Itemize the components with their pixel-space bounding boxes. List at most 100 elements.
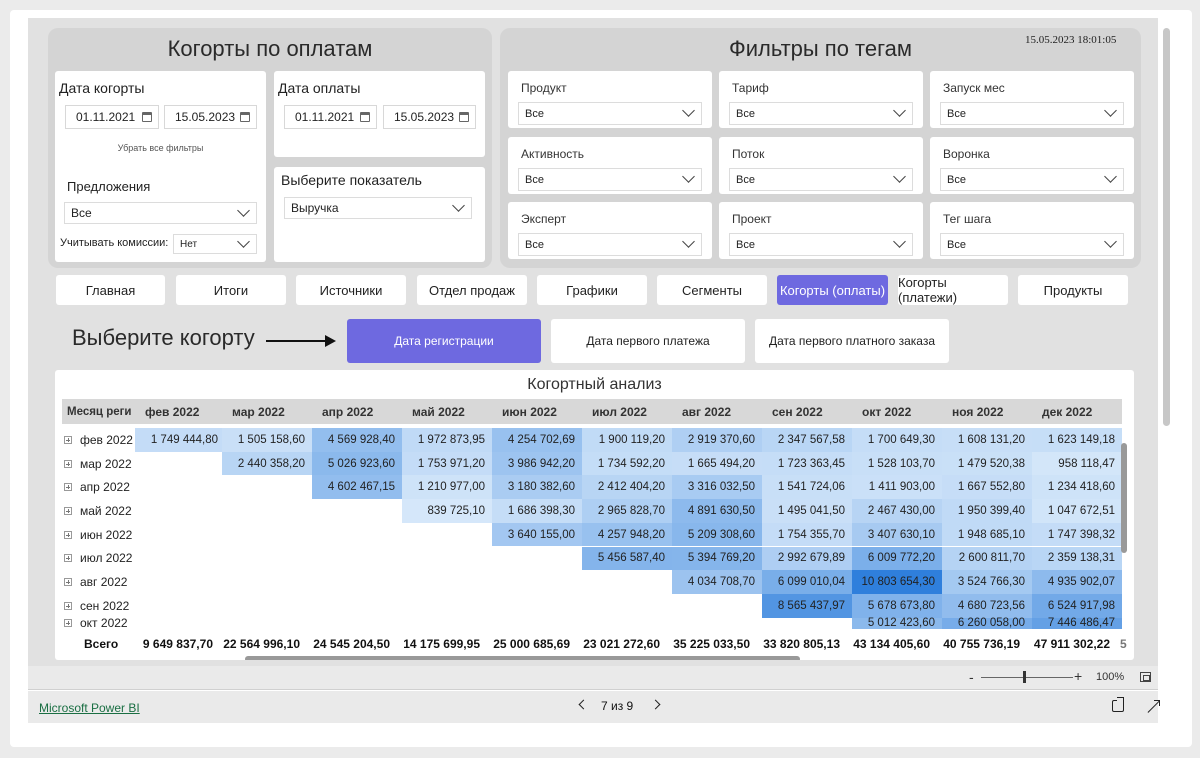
matrix-cell[interactable]: 5 394 769,20 [672,546,762,571]
matrix-cell[interactable]: 5 456 587,40 [582,546,672,571]
matrix-cell[interactable]: 1 411 903,00 [852,475,942,500]
matrix-cell[interactable]: 1 528 103,70 [852,451,942,476]
matrix-row-label[interactable]: мар 2022 [64,452,134,476]
matrix-cell[interactable]: 958 118,47 [1032,451,1122,476]
tag-filter-dropdown[interactable]: Все [518,233,702,256]
matrix-row-header[interactable]: Месяц реги [67,405,132,418]
offers-dropdown[interactable]: Все [64,202,257,224]
matrix-cell[interactable]: 1 972 873,95 [402,428,492,452]
share-icon[interactable] [1112,697,1124,712]
nav-tab-totals[interactable]: Итоги [176,275,286,305]
chevron-left-icon[interactable] [578,699,589,710]
cohort-option-first-payment-date[interactable]: Дата первого платежа [551,319,745,363]
matrix-cell[interactable]: 3 524 766,30 [942,570,1032,594]
expand-plus-icon[interactable] [64,435,72,444]
matrix-cell[interactable]: 3 986 942,20 [492,451,582,476]
zoom-slider-thumb[interactable] [1023,671,1026,683]
matrix-row-label[interactable]: фев 2022 [64,428,134,452]
nav-tab-segments[interactable]: Сегменты [657,275,767,305]
tag-filter-dropdown[interactable]: Все [729,168,913,191]
fullscreen-icon[interactable] [1147,700,1160,713]
matrix-cell[interactable]: 8 565 437,97 [762,593,852,618]
matrix-cell[interactable]: 1 734 592,20 [582,451,672,476]
tag-filter-dropdown[interactable]: Все [729,102,913,125]
cohort-option-first-paid-order-date[interactable]: Дата первого платного заказа [755,319,949,363]
cohort-date-from-input[interactable]: 01.11.2021 [65,105,159,129]
matrix-column-header[interactable]: окт 2022 [862,404,912,419]
commission-dropdown[interactable]: Нет [173,234,257,254]
matrix-cell[interactable]: 4 891 630,50 [672,499,762,523]
matrix-cell[interactable]: 1 723 363,45 [762,451,852,476]
cohort-option-registration-date[interactable]: Дата регистрации [347,319,541,363]
matrix-cell[interactable]: 839 725,10 [402,499,492,523]
matrix-row-label[interactable]: июн 2022 [64,523,134,547]
expand-plus-icon[interactable] [64,554,72,563]
matrix-row-label[interactable]: апр 2022 [64,475,134,499]
nav-tab-products[interactable]: Продукты [1018,275,1128,305]
matrix-column-header[interactable]: фев 2022 [145,404,200,419]
matrix-cell[interactable]: 4 602 467,15 [312,475,402,500]
clear-filters-button[interactable]: Убрать все фильтры [117,143,204,153]
nav-tab-cohorts-installments[interactable]: Когорты (платежи) [898,275,1008,305]
chevron-right-icon[interactable] [650,699,661,710]
matrix-cell[interactable]: 6 009 772,20 [852,546,942,571]
tag-filter-dropdown[interactable]: Все [940,168,1124,191]
matrix-cell[interactable]: 10 803 654,30 [852,570,942,594]
matrix-cell[interactable]: 1 234 418,60 [1032,475,1122,500]
matrix-cell[interactable]: 1 753 971,20 [402,451,492,476]
matrix-cell[interactable]: 1 541 724,06 [762,475,852,500]
metric-dropdown[interactable]: Выручка [284,197,472,219]
matrix-column-header[interactable]: апр 2022 [322,404,374,419]
matrix-cell[interactable]: 1 749 444,80 [135,428,225,452]
power-bi-link[interactable]: Microsoft Power BI [39,701,140,715]
matrix-cell[interactable]: 7 446 486,47 [1032,617,1122,629]
nav-tab-cohorts-payments[interactable]: Когорты (оплаты) [777,275,888,305]
matrix-cell[interactable]: 1 623 149,18 [1032,428,1122,452]
nav-tab-charts[interactable]: Графики [537,275,647,305]
matrix-cell[interactable]: 2 412 404,20 [582,475,672,500]
matrix-cell[interactable]: 1 479 520,38 [942,451,1032,476]
matrix-horizontal-scrollbar[interactable] [245,656,800,660]
fit-to-page-icon[interactable] [1140,672,1151,682]
matrix-vertical-scrollbar[interactable] [1121,443,1127,553]
matrix-row-label[interactable]: сен 2022 [64,594,134,618]
matrix-cell[interactable]: 4 257 948,20 [582,522,672,547]
matrix-cell[interactable]: 2 965 828,70 [582,499,672,523]
matrix-column-header[interactable]: сен 2022 [772,404,823,419]
matrix-cell[interactable]: 2 600 811,70 [942,546,1032,571]
matrix-cell[interactable]: 2 467 430,00 [852,499,942,523]
matrix-cell[interactable]: 6 524 917,98 [1032,593,1122,618]
tag-filter-dropdown[interactable]: Все [940,233,1124,256]
tag-filter-dropdown[interactable]: Все [940,102,1124,125]
matrix-column-header[interactable]: авг 2022 [682,404,732,419]
matrix-cell[interactable]: 6 260 058,00 [942,617,1032,629]
matrix-column-header[interactable]: мар 2022 [232,404,285,419]
matrix-cell[interactable]: 1 900 119,20 [582,428,672,452]
matrix-cell[interactable]: 4 680 723,56 [942,593,1032,618]
matrix-cell[interactable]: 1 210 977,00 [402,475,492,500]
matrix-cell[interactable]: 4 034 708,70 [672,570,762,594]
matrix-cell[interactable]: 5 678 673,80 [852,593,942,618]
calendar-icon[interactable] [240,112,250,122]
matrix-cell[interactable]: 3 640 155,00 [492,522,582,547]
matrix-cell[interactable]: 1 948 685,10 [942,522,1032,547]
matrix-row-label[interactable]: авг 2022 [64,570,134,594]
matrix-column-header[interactable]: май 2022 [412,404,465,419]
matrix-cell[interactable]: 5 026 923,60 [312,451,402,476]
zoom-slider-track[interactable] [981,677,1073,678]
expand-plus-icon[interactable] [64,506,72,515]
matrix-cell[interactable]: 1 950 399,40 [942,499,1032,523]
matrix-cell[interactable]: 1 495 041,50 [762,499,852,523]
expand-plus-icon[interactable] [64,619,72,628]
matrix-cell[interactable]: 2 992 679,89 [762,546,852,571]
matrix-cell[interactable]: 5 012 423,60 [852,617,942,629]
matrix-column-header[interactable]: июн 2022 [502,404,557,419]
matrix-cell[interactable]: 1 686 398,30 [492,499,582,523]
matrix-cell[interactable]: 5 209 308,60 [672,522,762,547]
matrix-column-header[interactable]: дек 2022 [1042,404,1093,419]
nav-tab-sources[interactable]: Источники [296,275,406,305]
matrix-cell[interactable]: 2 347 567,58 [762,428,852,452]
matrix-cell[interactable]: 1 700 649,30 [852,428,942,452]
matrix-column-header[interactable]: ноя 2022 [952,404,1004,419]
matrix-cell[interactable]: 1 754 355,70 [762,522,852,547]
